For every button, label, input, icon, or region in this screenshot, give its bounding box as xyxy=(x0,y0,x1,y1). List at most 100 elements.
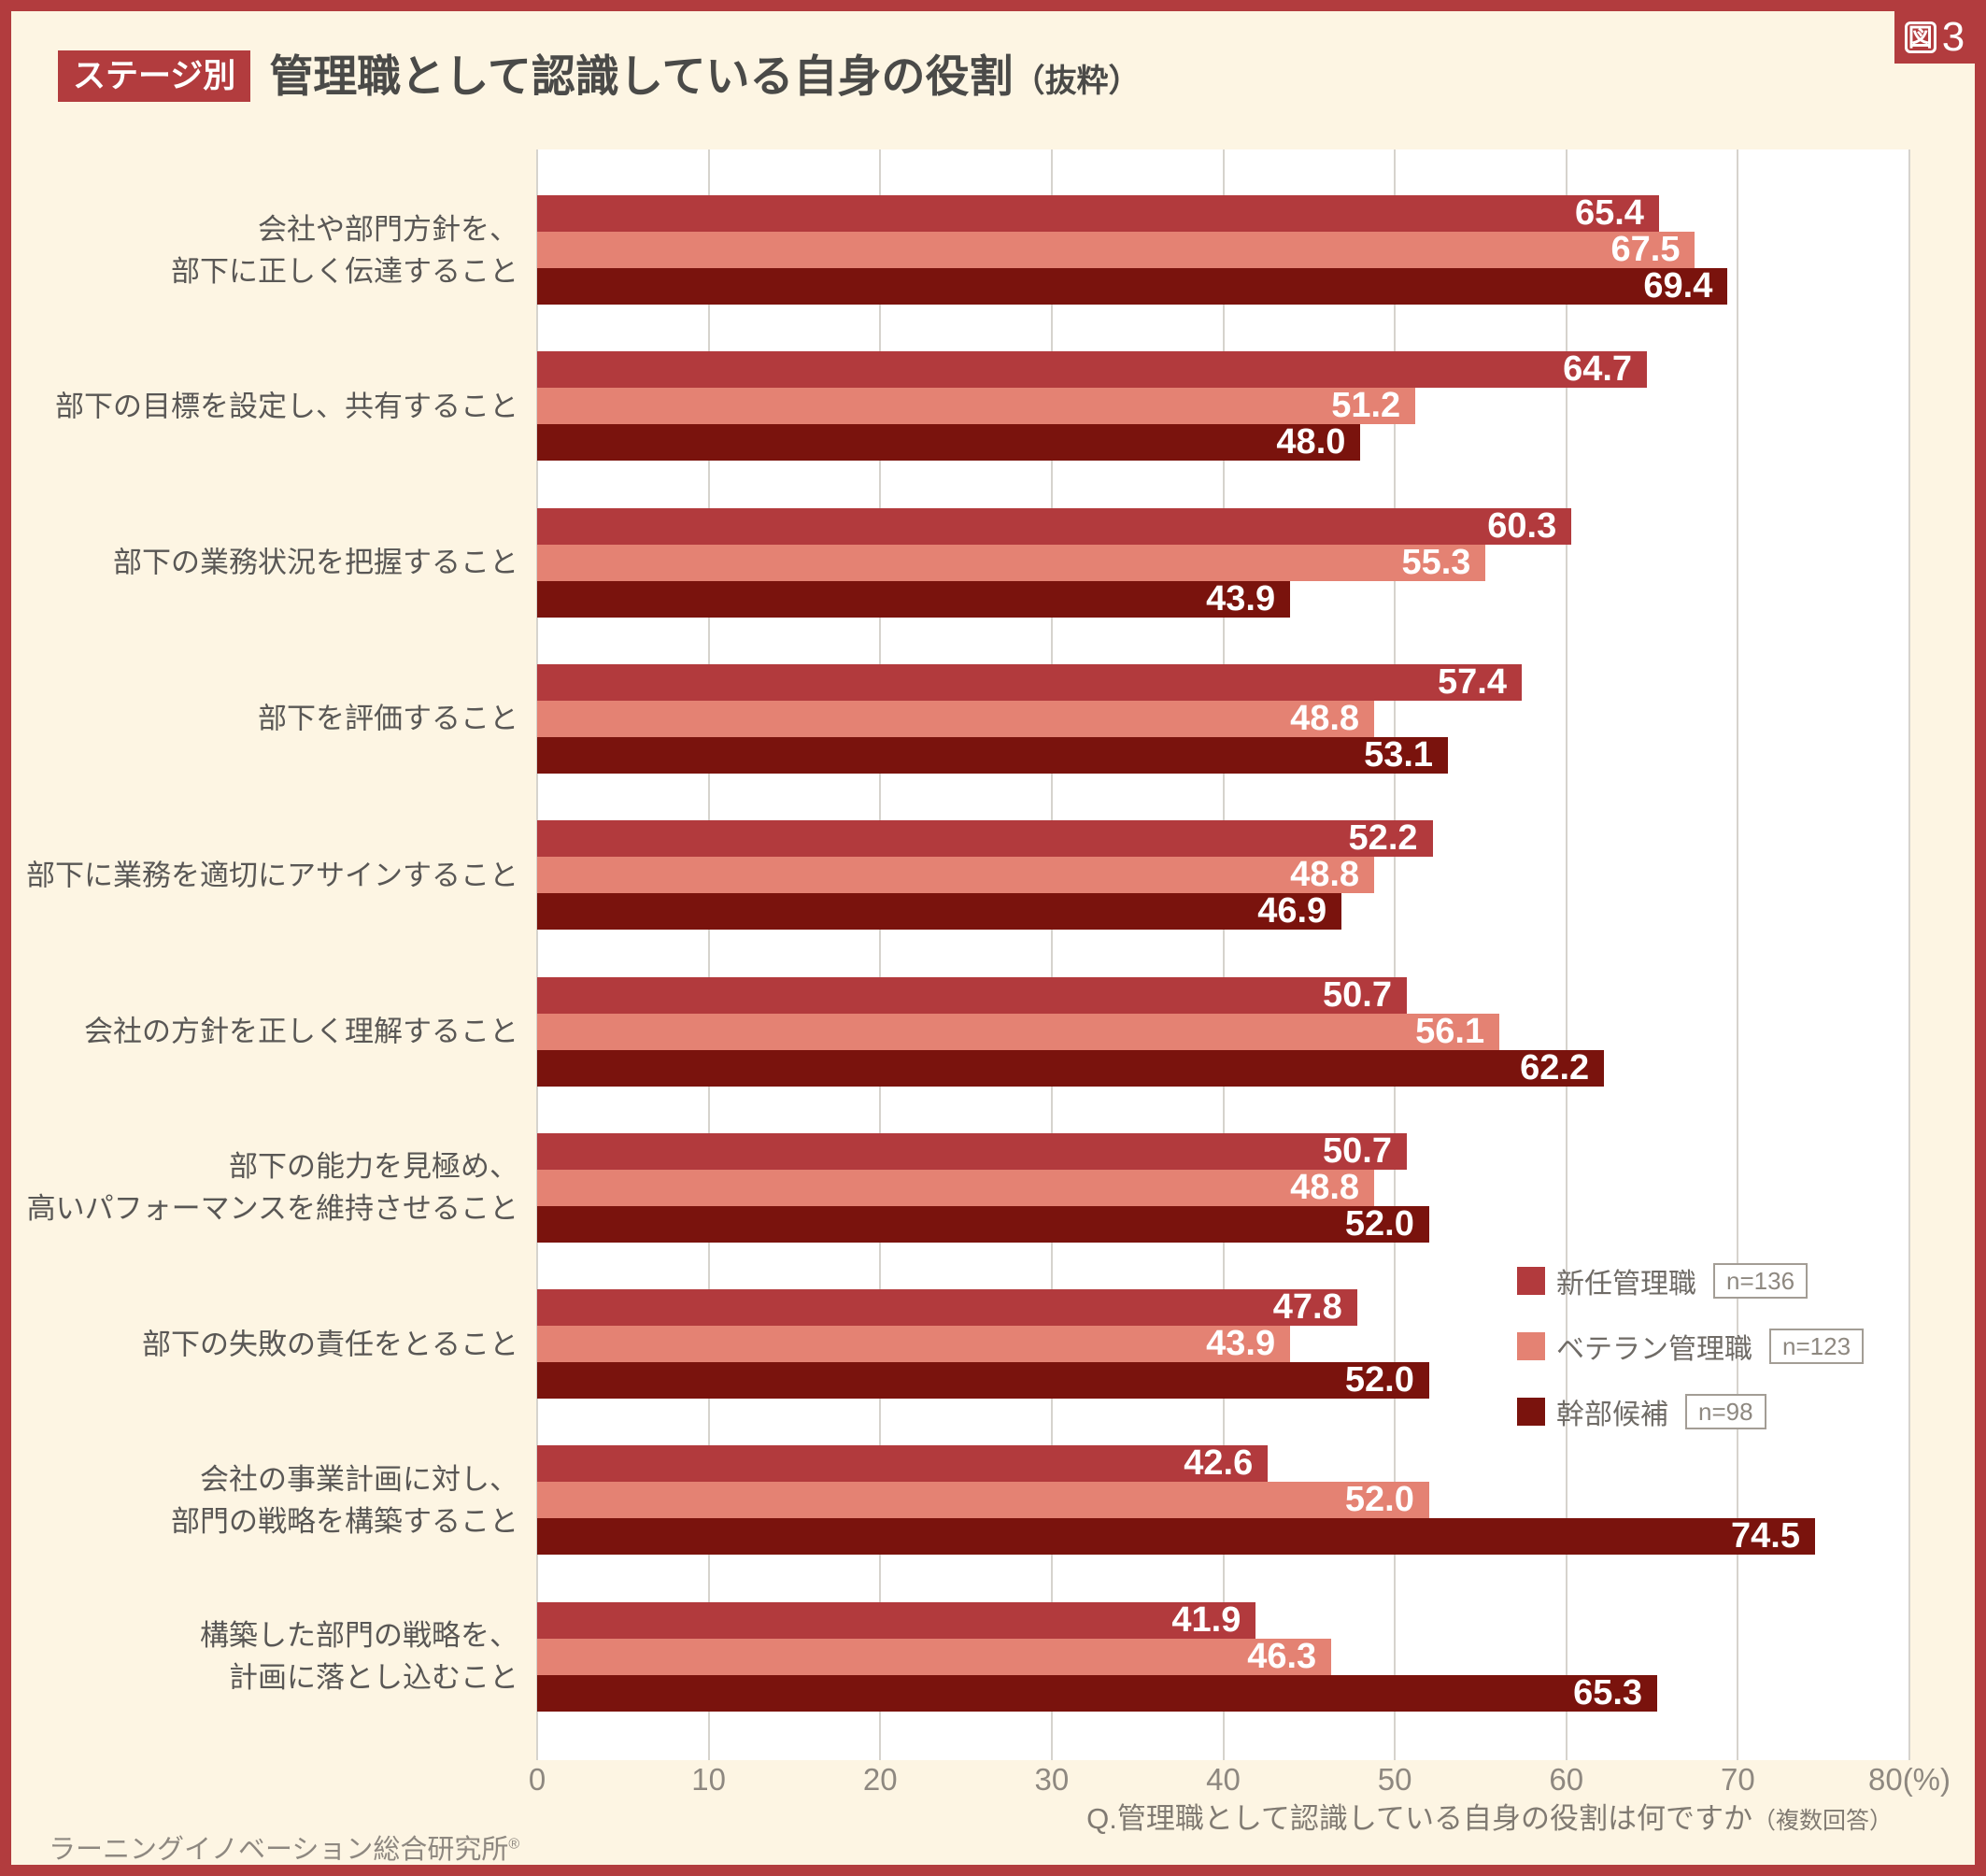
gridline-50 xyxy=(1394,149,1397,1760)
legend: 新任管理職 n=136 ベテラン管理職 n=123 幹部候補 n=98 xyxy=(1517,1259,1865,1456)
legend-sample-size: n=123 xyxy=(1769,1329,1865,1364)
bar-value-label: 60.3 xyxy=(1487,505,1557,546)
x-tick-label-70: 70 xyxy=(1721,1762,1755,1797)
bar-value-label: 67.5 xyxy=(1610,230,1681,269)
bar-value-label: 57.4 xyxy=(1438,661,1507,702)
bar-ベテラン管理職-group4: 48.8 xyxy=(537,698,1375,738)
bar-value-label: 48.0 xyxy=(1276,422,1346,462)
bar-ベテラン管理職-group8: 43.9 xyxy=(537,1326,1291,1363)
legend-swatch-veteran-managers xyxy=(1517,1332,1545,1360)
chart-header: ステージ別 管理職として認識している自身の役割（抜粋） xyxy=(58,50,1141,102)
bar-value-label: 64.7 xyxy=(1563,349,1633,390)
plot-area: 65.4 67.5 69.4 64.7 51.2 48.0 60.3 55.3 43.9 57.4… xyxy=(536,149,1910,1760)
legend-label: 新任管理職 xyxy=(1556,1269,1696,1300)
bar-新任管理職-group2: 64.7 xyxy=(537,349,1648,390)
x-tick-label-80: 80(%) xyxy=(1867,1762,1951,1797)
bar-ベテラン管理職-group3: 55.3 xyxy=(537,542,1486,582)
bar-value-label: 46.9 xyxy=(1257,891,1327,931)
gridline-60 xyxy=(1565,149,1568,1760)
survey-question-note: （複数回答） xyxy=(1752,1808,1893,1834)
legend-item-executive-candidates: 幹部候補 n=98 xyxy=(1517,1390,1864,1433)
figure-number-tab: 図 3 xyxy=(1894,11,1975,64)
legend-item-veteran-managers: ベテラン管理職 n=123 xyxy=(1517,1325,1865,1368)
gridline-20 xyxy=(879,149,882,1760)
category-label: 会社の方針を正しく理解すること xyxy=(84,1015,518,1048)
gridline-70 xyxy=(1737,149,1739,1760)
bar-新任管理職-group1: 65.4 xyxy=(537,195,1659,232)
x-tick-label-30: 30 xyxy=(1034,1762,1070,1797)
registered-mark: ® xyxy=(508,1836,520,1853)
bar-value-label: 74.5 xyxy=(1731,1516,1800,1556)
bar-ベテラン管理職-group6: 56.1 xyxy=(537,1011,1500,1051)
gridline-80 xyxy=(1908,149,1910,1760)
bar-幹部候補-group7: 52.0 xyxy=(537,1203,1429,1244)
bar-新任管理職-group6: 50.7 xyxy=(537,976,1407,1014)
legend-swatch-executive-candidates xyxy=(1517,1398,1545,1426)
figure-number: 3 xyxy=(1941,14,1965,60)
bar-新任管理職-group9: 42.6 xyxy=(537,1443,1269,1484)
bar-value-label: 50.7 xyxy=(1323,1130,1392,1171)
bar-value-label: 47.8 xyxy=(1272,1287,1342,1328)
bar-value-label: 52.2 xyxy=(1348,818,1418,859)
gridline-10 xyxy=(707,149,710,1760)
bar-value-label: 56.1 xyxy=(1415,1011,1485,1051)
x-tick-label-0: 0 xyxy=(528,1762,546,1797)
bar-ベテラン管理職-group10: 46.3 xyxy=(537,1636,1332,1676)
bar-新任管理職-group7: 50.7 xyxy=(537,1130,1407,1171)
x-tick-label-20: 20 xyxy=(862,1762,898,1797)
bar-幹部候補-group9: 74.5 xyxy=(537,1516,1815,1556)
bar-新任管理職-group10: 41.9 xyxy=(537,1601,1256,1639)
bar-ベテラン管理職-group1: 67.5 xyxy=(537,232,1695,268)
category-label: 構築した部門の戦略を、 計画に落とし込むこと xyxy=(200,1619,518,1695)
bar-value-label: 52.0 xyxy=(1344,1203,1414,1244)
bar-value-label: 65.3 xyxy=(1573,1672,1643,1713)
figure-zu-glyph: 図 xyxy=(1904,21,1936,53)
category-label: 部下の目標を設定し、共有すること xyxy=(55,390,518,423)
category-label: 会社の事業計画に対し、 部門の戦略を構築すること xyxy=(171,1462,518,1538)
category-label: 部下の能力を見極め、 高いパフォーマンスを維持させること xyxy=(26,1150,518,1226)
bar-幹部候補-group5: 46.9 xyxy=(537,891,1342,931)
x-tick-label-50: 50 xyxy=(1377,1762,1412,1797)
bar-ベテラン管理職-group7: 48.8 xyxy=(537,1169,1375,1206)
source-credit: ラーニングイノベーション総合研究所® xyxy=(49,1827,520,1865)
bar-新任管理職-group4: 57.4 xyxy=(537,661,1522,702)
category-axis: 会社や部門方針を、 部下に正しく伝達すること 部下の目標を設定し、共有すること 部下の… xyxy=(11,149,518,1760)
source-name: ラーニングイノベーション総合研究所 xyxy=(49,1835,509,1865)
bar-value-label: 46.3 xyxy=(1247,1636,1317,1676)
bar-value-label: 53.1 xyxy=(1364,734,1434,775)
category-label: 部下の失敗の責任をとること xyxy=(142,1328,518,1361)
legend-sample-size: n=98 xyxy=(1685,1394,1766,1429)
bar-新任管理職-group8: 47.8 xyxy=(537,1287,1357,1328)
bar-幹部候補-group1: 69.4 xyxy=(537,266,1728,306)
legend-item-new-managers: 新任管理職 n=136 xyxy=(1517,1259,1864,1302)
stage-badge: ステージ別 xyxy=(58,50,251,102)
bar-value-label: 51.2 xyxy=(1331,386,1401,426)
bar-value-label: 69.4 xyxy=(1643,266,1713,306)
bar-value-label: 42.6 xyxy=(1184,1443,1254,1484)
category-label: 部下を評価すること xyxy=(258,702,518,735)
bar-幹部候補-group3: 43.9 xyxy=(537,578,1291,618)
legend-label: 幹部候補 xyxy=(1556,1400,1668,1430)
bar-幹部候補-group2: 48.0 xyxy=(537,422,1361,462)
bar-幹部候補-group6: 62.2 xyxy=(537,1049,1605,1087)
bar-幹部候補-group10: 65.3 xyxy=(537,1672,1658,1713)
bar-value-label: 55.3 xyxy=(1401,542,1471,582)
legend-swatch-new-managers xyxy=(1517,1267,1545,1295)
category-label: 部下に業務を適切にアサインすること xyxy=(26,859,518,892)
bar-value-label: 43.9 xyxy=(1206,578,1276,618)
x-tick-label-10: 10 xyxy=(691,1762,726,1797)
bar-value-label: 52.0 xyxy=(1344,1360,1414,1400)
bar-value-label: 48.8 xyxy=(1290,698,1360,738)
x-tick-label-60: 60 xyxy=(1549,1762,1584,1797)
legend-sample-size: n=136 xyxy=(1713,1263,1809,1299)
survey-question: Q.管理職として認識している自身の役割は何ですか（複数回答） xyxy=(1086,1801,1893,1836)
bar-幹部候補-group8: 52.0 xyxy=(537,1360,1429,1400)
bar-value-label: 52.0 xyxy=(1344,1480,1414,1520)
chart-title-main: 管理職として認識している自身の役割 xyxy=(269,51,1014,101)
survey-question-text: Q.管理職として認識している自身の役割は何ですか xyxy=(1086,1802,1752,1835)
gridline-30 xyxy=(1050,149,1053,1760)
bar-value-label: 65.4 xyxy=(1574,193,1644,233)
gridline-40 xyxy=(1222,149,1225,1760)
gridline-0 xyxy=(536,149,538,1760)
bar-新任管理職-group5: 52.2 xyxy=(537,818,1433,859)
